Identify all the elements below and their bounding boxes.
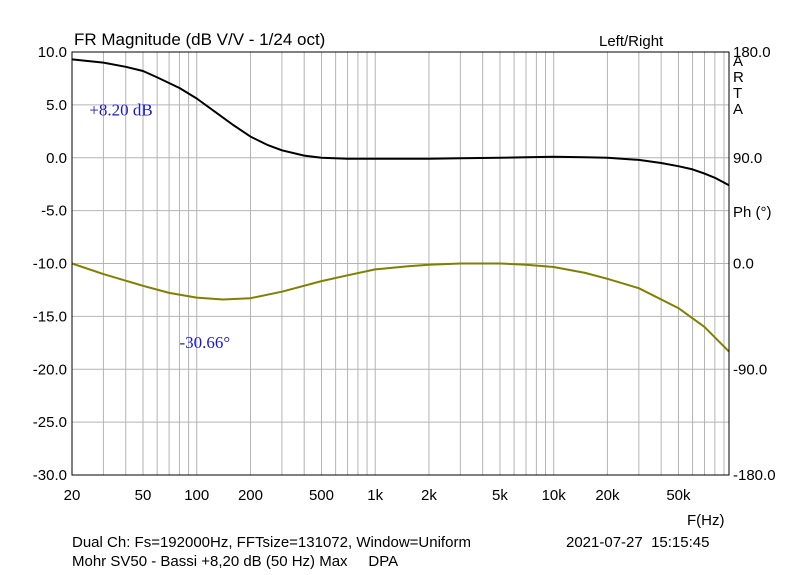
y2-axis-label: Ph (°) [733,204,772,221]
data-series [71,58,730,353]
y-tick-label: -30.0 [33,467,67,484]
y-axis-tick-labels: 10.0 5.0 0.0 -5.0 -10.0 -15.0 -20.0 -25.0 -30.0 [33,44,67,484]
y-tick-label: -5.0 [41,203,67,220]
brand-letter: T [733,85,742,102]
x-tick-label: 20k [595,487,620,504]
x-tick-label: 500 [309,487,334,504]
brand-letter: A [733,53,743,70]
x-tick-label: 50 [135,487,152,504]
brand-letter: A [733,101,743,118]
x-tick-label: 100 [184,487,209,504]
y-tick-label: 5.0 [46,97,67,114]
phase-series-line [71,262,730,353]
y2-axis-tick-labels: 180.0 90.0 0.0 -90.0 -180.0 [733,44,776,484]
x-tick-label: 50k [666,487,691,504]
x-axis-label: F(Hz) [687,512,725,529]
x-tick-label: 20 [64,487,81,504]
y2-tick-label: -90.0 [733,361,767,378]
annotation-label: -30.66° [179,333,230,352]
x-tick-label: 2k [421,487,437,504]
y-tick-label: -25.0 [33,414,67,431]
y2-tick-label: 0.0 [733,256,754,273]
plot-frame [71,51,730,476]
x-tick-label: 10k [542,487,567,504]
y-tick-label: -20.0 [33,361,67,378]
x-tick-label: 5k [492,487,508,504]
footer-timestamp: 2021-07-27 15:15:45 [566,534,710,551]
annotations: +8.20 dB -30.66° [89,100,230,352]
x-tick-label: 1k [367,487,383,504]
y-tick-label: -15.0 [33,308,67,325]
x-axis-tick-labels: 20 50 100 200 500 1k 2k 5k 10k 20k 50k [64,487,691,504]
footer-line-2: Mohr SV50 - Bassi +8,20 dB (50 Hz) Max D… [72,553,399,570]
x-tick-label: 200 [238,487,263,504]
annotation-label: +8.20 dB [89,100,152,119]
channel-label: Left/Right [599,33,664,50]
brand-letter: R [733,69,744,86]
footer-line-1: Dual Ch: Fs=192000Hz, FFTsize=131072, Wi… [72,534,471,551]
y-tick-label: 0.0 [46,150,67,167]
magnitude-series-line [71,58,730,187]
y2-tick-label: 90.0 [733,150,762,167]
y-tick-label: 10.0 [38,44,67,61]
y2-tick-label: 180.0 [733,44,771,61]
y-tick-label: -10.0 [33,256,67,273]
y2-tick-label: -180.0 [733,467,776,484]
chart-title: FR Magnitude (dB V/V - 1/24 oct) [74,30,325,49]
